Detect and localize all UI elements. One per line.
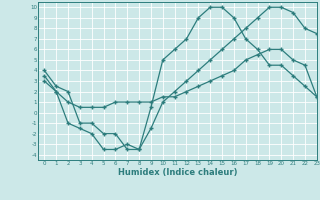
X-axis label: Humidex (Indice chaleur): Humidex (Indice chaleur) [118, 168, 237, 177]
